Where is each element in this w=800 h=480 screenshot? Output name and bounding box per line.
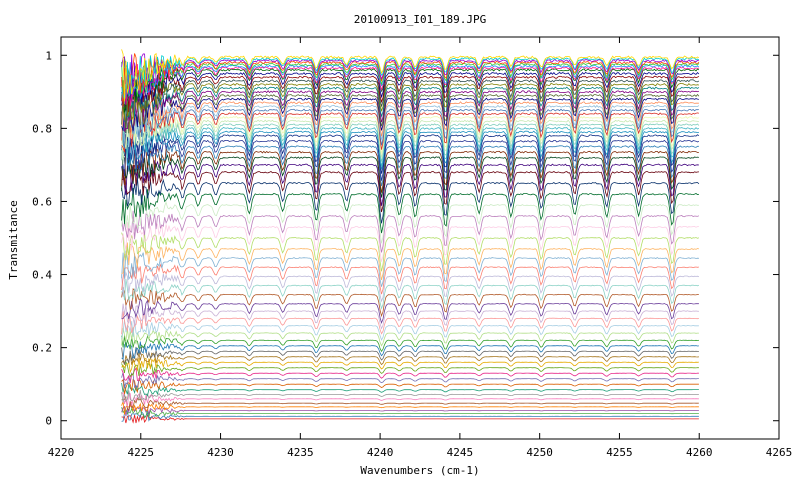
series-layer (121, 49, 700, 424)
x-tick-label: 4220 (48, 446, 75, 459)
plot-frame (60, 36, 780, 440)
x-tick-label: 4265 (766, 446, 793, 459)
spectrum-series-line (121, 242, 700, 280)
spectrum-series-line (121, 335, 699, 353)
spectrum-series-line (121, 410, 699, 422)
spectrum-series-line (121, 311, 699, 335)
spectrum-series-line (121, 414, 699, 424)
spectrum-series-line (121, 232, 700, 272)
spectrum-series-line (121, 119, 700, 167)
x-tick-label: 4260 (686, 446, 713, 459)
spectrum-series-line (121, 341, 699, 360)
spectrum-series-line (121, 250, 699, 287)
spectrum-series-line (121, 403, 699, 417)
spectrum-series-line (121, 401, 699, 415)
spectrum-series-line (121, 96, 699, 141)
x-tick-label: 4255 (606, 446, 633, 459)
y-axis-label: Transmitance (7, 200, 20, 279)
chart-title: 20100913_I01_189.JPG (354, 13, 486, 26)
spectrum-series-line (121, 88, 700, 134)
spectrum-series-line (121, 89, 699, 134)
spectrum-series-line (121, 128, 699, 170)
spectrum-series-line (121, 79, 700, 122)
spectrum-series-line (121, 164, 699, 213)
spectrum-series-line (121, 287, 699, 318)
spectrum-series-line (121, 62, 700, 101)
spectrum-series-line (121, 366, 699, 384)
spectrum-series-line (121, 83, 700, 132)
spectrum-series-line (121, 177, 700, 224)
y-tick-label: 0.6 (32, 195, 52, 208)
spectrum-series-line (121, 346, 699, 365)
x-tick-label: 4235 (287, 446, 314, 459)
spectrum-series-line (121, 360, 699, 378)
y-tick-label: 0.8 (32, 122, 52, 135)
spectrum-series-line (121, 128, 700, 174)
spectrum-series-line (121, 222, 699, 262)
x-tick-label: 4245 (447, 446, 474, 459)
spectrum-series-line (121, 76, 700, 109)
spectrum-series-line (121, 144, 699, 193)
spectrum-series-line (121, 49, 700, 102)
spectrum-series-line (121, 395, 699, 411)
y-tick-label: 0 (45, 415, 52, 428)
spectrum-series-line (121, 82, 700, 121)
x-tick-label: 4225 (128, 446, 155, 459)
spectrum-series-line (121, 117, 700, 162)
spectrum-series-line (121, 377, 699, 395)
y-tick-label: 0.4 (32, 269, 52, 282)
spectrum-series-line (121, 372, 699, 389)
spectrum-series-line (121, 297, 699, 325)
spectrum-series-line (121, 97, 700, 140)
spectrum-series-line (121, 57, 700, 97)
spectrum-series-line (121, 159, 699, 206)
spectrum-series-line (121, 113, 700, 160)
x-tick-label: 4230 (207, 446, 234, 459)
spectrum-series-line (121, 327, 699, 347)
spectrum-series-line (121, 53, 700, 107)
x-tick-label: 4240 (367, 446, 394, 459)
spectrum-series-line (121, 263, 699, 295)
spectrum-series-line (121, 134, 700, 181)
spectrum-series-line (121, 62, 700, 113)
x-axis-label: Wavenumbers (cm-1) (360, 464, 479, 477)
x-tick-label: 4250 (526, 446, 553, 459)
spectrum-series-line (121, 357, 699, 374)
spectrum-series-line (121, 407, 699, 419)
spectrum-series-line (121, 108, 700, 153)
spectrum-series-line (121, 383, 699, 397)
spectrum-series-line (121, 72, 700, 112)
spectrum-series-line (121, 270, 700, 303)
spectrum-series-line (121, 66, 700, 111)
spectrum-series-line (121, 153, 699, 198)
spectrum-series-line (121, 201, 699, 244)
spectrum-series-line (121, 319, 699, 341)
spectrum-series-line (121, 112, 700, 154)
spectrum-series-line (121, 140, 699, 187)
spectrum-series-line (121, 390, 699, 403)
spectrum-series-line (121, 187, 699, 234)
spectrum-series-line (121, 303, 699, 330)
spectrum-series-line (121, 107, 699, 149)
spectrum-series-line (121, 278, 700, 310)
spectrum-series-line (121, 352, 699, 366)
y-tick-label: 0.2 (32, 342, 52, 355)
spectrum-series-line (121, 391, 699, 407)
y-tick-label: 1 (45, 49, 52, 62)
x-axis: 4220 4225 4230 4235 4240 4245 4250 4255 4260 4265 (48, 37, 793, 459)
y-axis: 0 0.2 0.4 0.6 0.8 1 (32, 49, 779, 428)
spectrum-series-line (121, 209, 700, 253)
